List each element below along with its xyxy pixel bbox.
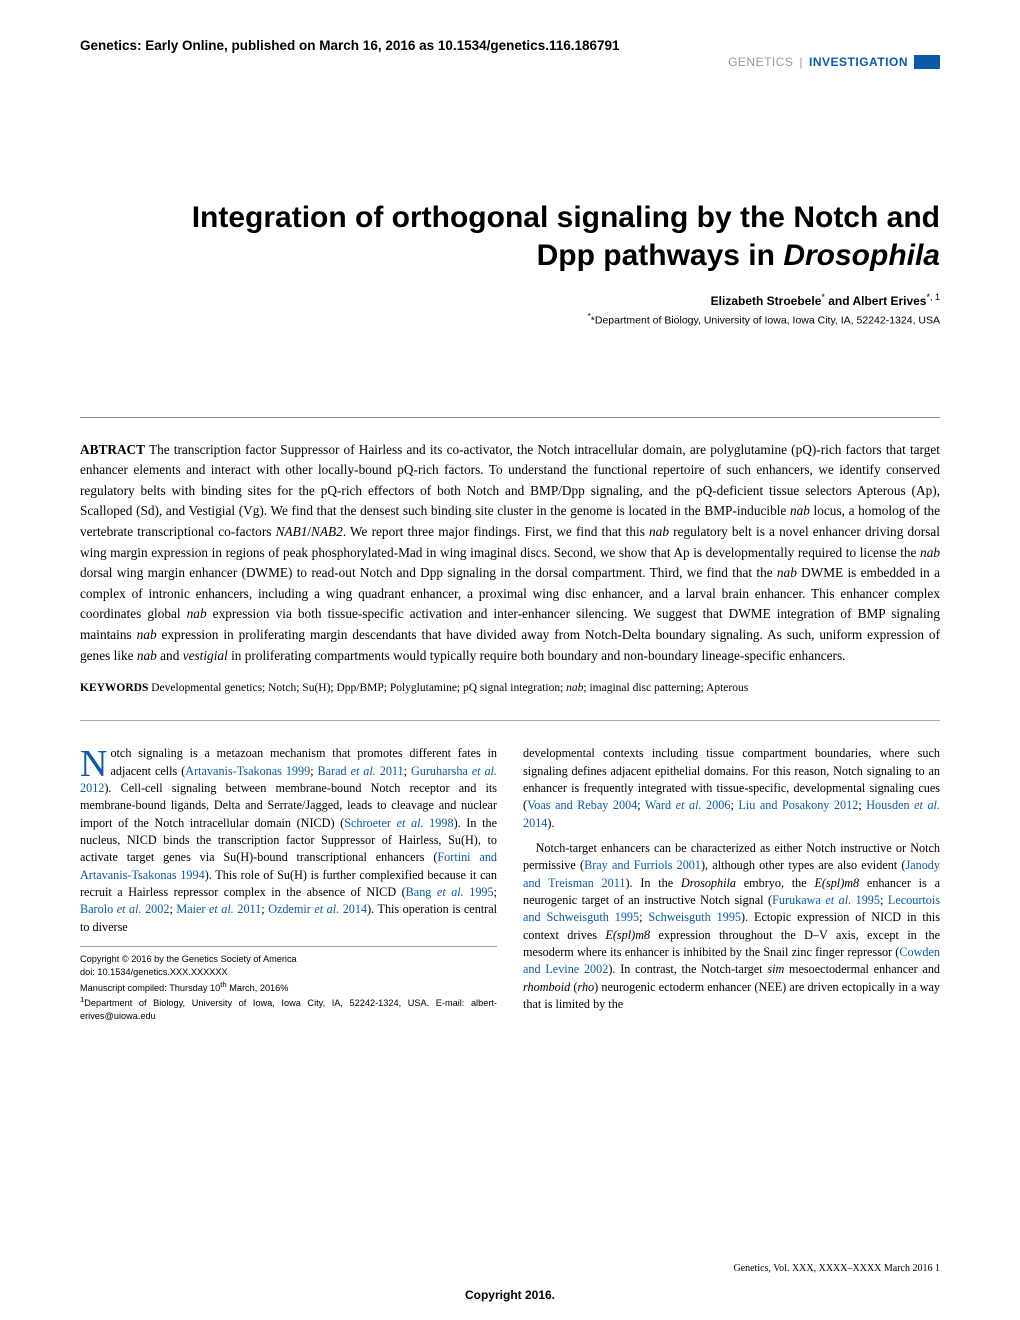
header-investigation-label: INVESTIGATION [809,55,908,69]
keywords-text: Developmental genetics; Notch; Su(H); Dp… [151,682,748,694]
header-accent-block [914,55,940,69]
rule-below-keywords [80,720,940,721]
right-column: developmental contexts including tissue … [523,745,940,1023]
footnote-rule [80,946,497,947]
authors: Elizabeth Stroebele* and Albert Erives*,… [80,292,940,308]
footnote-doi: doi: 10.1534/genetics.XXX.XXXXXX [80,966,497,978]
early-online-banner: Genetics: Early Online, published on Mar… [80,38,940,53]
body-paragraph-r2: Notch-target enhancers can be characteri… [523,840,940,1013]
bottom-copyright: Copyright 2016. [0,1288,1020,1302]
affiliation: **Department of Biology, University of I… [80,312,940,327]
abstract: ABTRACT The transcription factor Suppres… [80,440,940,667]
body-paragraph-1: Notch signaling is a metazoan mechanism … [80,745,497,936]
cite-voas-2004[interactable]: Voas and Rebay 2004 [527,798,637,812]
abstract-text: The transcription factor Suppressor of H… [80,442,940,663]
cite-furukawa-1995[interactable]: Furukawa et al. 1995 [772,893,880,907]
body-paragraph-r1: developmental contexts including tissue … [523,745,940,832]
footnotes: Copyright © 2016 by the Genetics Society… [80,953,497,1022]
footnote-dept: 1Department of Biology, University of Io… [80,995,497,1022]
title-line-1: Integration of orthogonal signaling by t… [192,201,940,234]
article-title: Integration of orthogonal signaling by t… [80,199,940,274]
header-category-bar: GENETICS | INVESTIGATION [80,55,940,69]
cite-schweisguth-1995[interactable]: Schweisguth 1995 [648,910,741,924]
cite-fortini-1994[interactable]: Fortini and Artavanis-Tsakonas 1994 [80,850,497,881]
abstract-label: ABTRACT [80,442,145,457]
keywords-label: KEYWORDS [80,682,148,694]
title-line-2-italic: Drosophila [783,239,940,272]
cite-bang-1995[interactable]: Bang et al. 1995 [406,885,494,899]
cite-cowden-2002[interactable]: Cowden and Levine 2002 [523,945,940,976]
cite-ward-2006[interactable]: Ward et al. 2006 [645,798,730,812]
page-footer: Genetics, Vol. XXX, XXXX–XXXX March 2016… [733,1263,940,1274]
cite-barolo-2002[interactable]: Barolo et al. 2002 [80,902,169,916]
cite-maier-2011[interactable]: Maier et al. 2011 [176,902,261,916]
dropcap: N [80,745,110,779]
body-columns: Notch signaling is a metazoan mechanism … [80,745,940,1023]
cite-schroeter-1998[interactable]: Schroeter et al. 1998 [344,816,453,830]
affiliation-text: *Department of Biology, University of Io… [591,315,940,327]
footnote-compiled: Manuscript compiled: Thursday 10th March… [80,980,497,994]
footnote-copyright: Copyright © 2016 by the Genetics Society… [80,953,497,965]
cite-barad-2011[interactable]: Barad et al. 2011 [318,764,404,778]
title-line-2-plain: Dpp pathways in [537,239,784,272]
cite-liu-2012[interactable]: Liu and Posakony 2012 [738,798,858,812]
header-genetics-label: GENETICS [728,55,793,69]
keywords: KEYWORDS Developmental genetics; Notch; … [80,680,940,696]
header-pipe: | [799,55,803,69]
cite-bray-2001[interactable]: Bray and Furriols 2001 [584,858,701,872]
left-column: Notch signaling is a metazoan mechanism … [80,745,497,1023]
cite-artavanis-1999[interactable]: Artavanis-Tsakonas 1999 [185,764,310,778]
cite-ozdemir-2014[interactable]: Ozdemir et al. 2014 [268,902,367,916]
rule-above-abstract [80,417,940,418]
